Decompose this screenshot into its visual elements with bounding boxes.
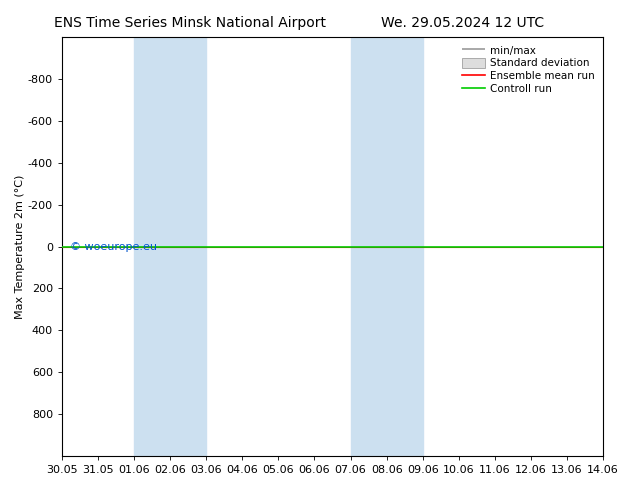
Y-axis label: Max Temperature 2m (°C): Max Temperature 2m (°C) xyxy=(15,174,25,318)
Text: ENS Time Series Minsk National Airport: ENS Time Series Minsk National Airport xyxy=(54,16,327,30)
Bar xyxy=(351,37,423,456)
Bar xyxy=(134,37,206,456)
Text: We. 29.05.2024 12 UTC: We. 29.05.2024 12 UTC xyxy=(381,16,545,30)
Legend: min/max, Standard deviation, Ensemble mean run, Controll run: min/max, Standard deviation, Ensemble me… xyxy=(459,42,598,97)
Text: © woeurope.eu: © woeurope.eu xyxy=(70,242,157,251)
